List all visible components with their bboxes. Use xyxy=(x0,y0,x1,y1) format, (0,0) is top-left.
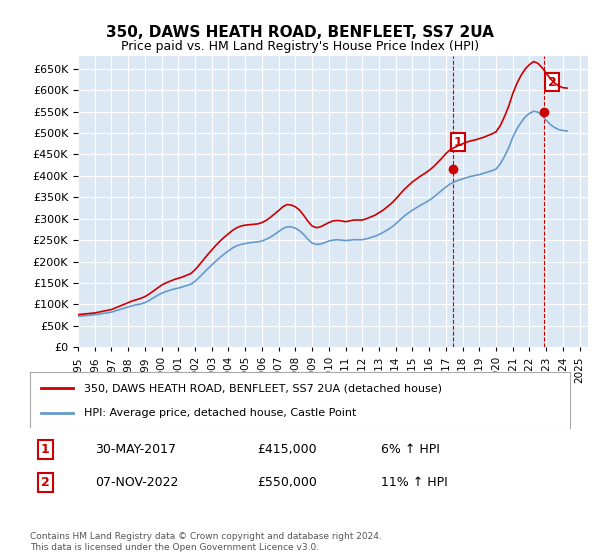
Text: 30-MAY-2017: 30-MAY-2017 xyxy=(95,443,176,456)
Text: Price paid vs. HM Land Registry's House Price Index (HPI): Price paid vs. HM Land Registry's House … xyxy=(121,40,479,53)
Text: 350, DAWS HEATH ROAD, BENFLEET, SS7 2UA: 350, DAWS HEATH ROAD, BENFLEET, SS7 2UA xyxy=(106,25,494,40)
Text: £415,000: £415,000 xyxy=(257,443,316,456)
Text: 2: 2 xyxy=(548,76,556,89)
Text: HPI: Average price, detached house, Castle Point: HPI: Average price, detached house, Cast… xyxy=(84,408,356,418)
Text: 11% ↑ HPI: 11% ↑ HPI xyxy=(381,477,448,489)
Text: 2: 2 xyxy=(41,477,50,489)
Text: Contains HM Land Registry data © Crown copyright and database right 2024.
This d: Contains HM Land Registry data © Crown c… xyxy=(30,532,382,552)
Text: 6% ↑ HPI: 6% ↑ HPI xyxy=(381,443,440,456)
Text: 07-NOV-2022: 07-NOV-2022 xyxy=(95,477,178,489)
Text: 1: 1 xyxy=(41,443,50,456)
Text: 350, DAWS HEATH ROAD, BENFLEET, SS7 2UA (detached house): 350, DAWS HEATH ROAD, BENFLEET, SS7 2UA … xyxy=(84,383,442,393)
Text: 1: 1 xyxy=(454,136,462,149)
Text: £550,000: £550,000 xyxy=(257,477,317,489)
